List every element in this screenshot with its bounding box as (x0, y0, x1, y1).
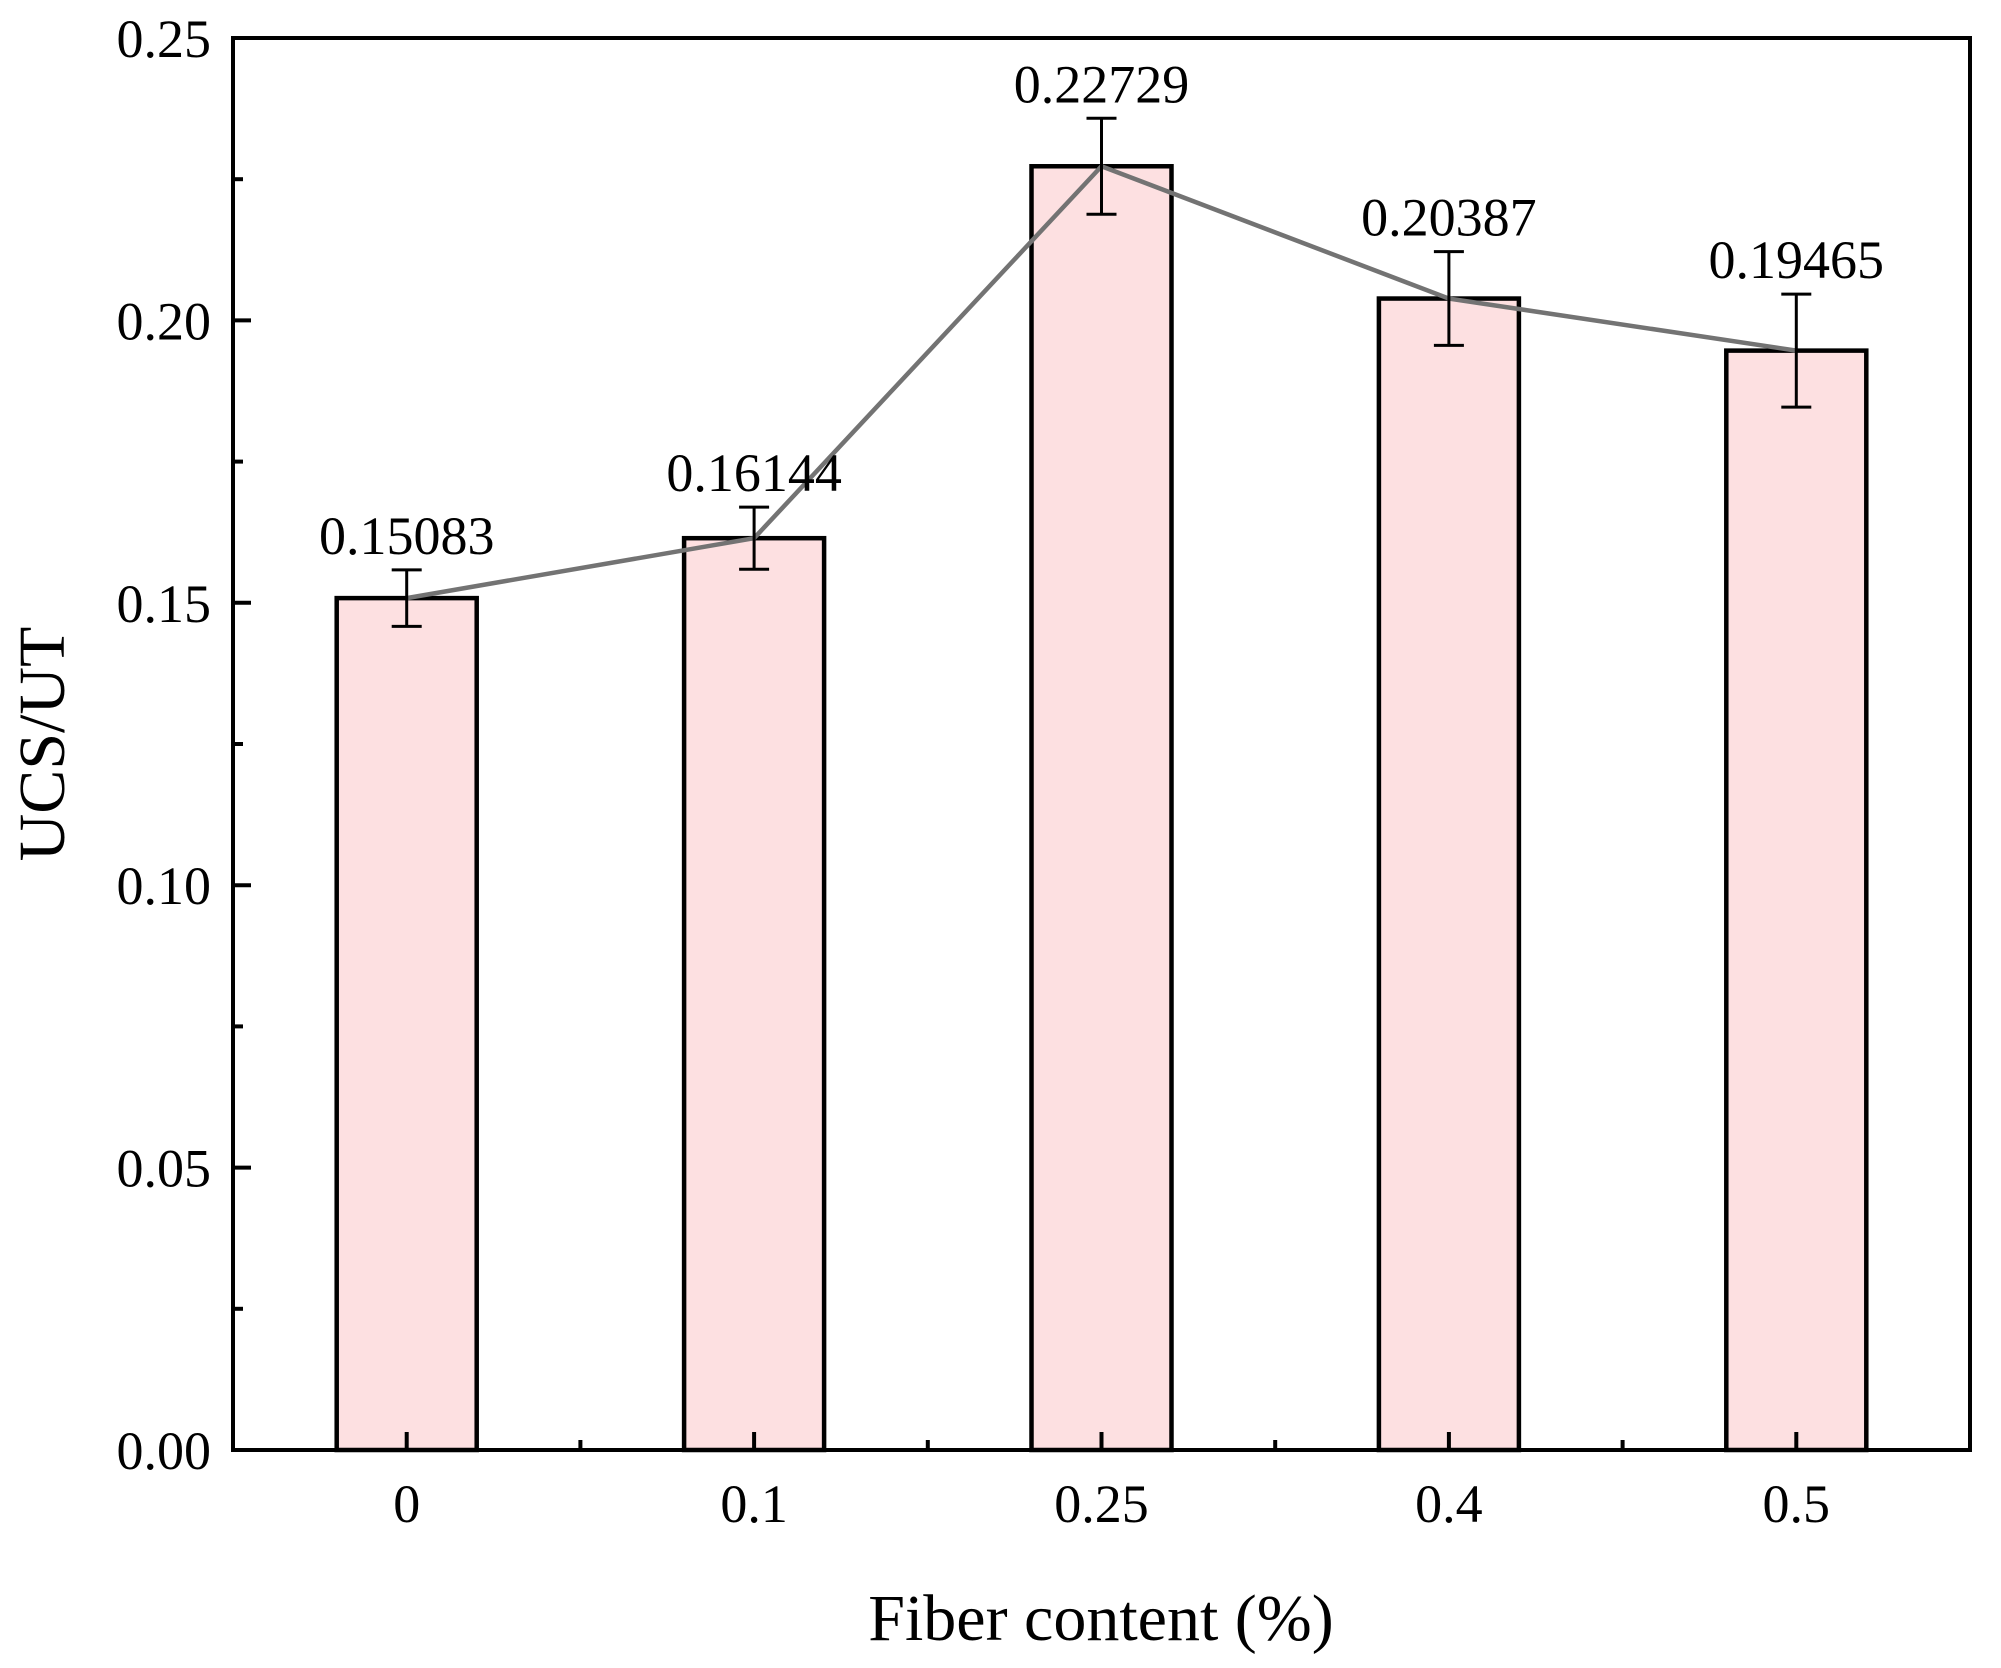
y-tick-label: 0.05 (117, 1139, 212, 1199)
x-tick-label: 0.25 (1054, 1474, 1149, 1534)
y-tick-label: 0.10 (117, 856, 212, 916)
y-tick-label: 0.15 (117, 574, 212, 634)
data-label-0.5: 0.19465 (1709, 230, 1885, 290)
x-tick-label: 0.5 (1763, 1474, 1831, 1534)
error-bar-0.5 (1781, 292, 1812, 409)
x-axis-title: Fiber content (%) (868, 1582, 1334, 1655)
x-tick-label: 0 (393, 1474, 420, 1534)
x-tick-label: 0.4 (1415, 1474, 1483, 1534)
bar-0.25 (1029, 164, 1174, 1453)
bar-0 (334, 595, 479, 1453)
data-labels-layer: 0.15083 0.16144 0.22729 0.20387 0.19465 (319, 54, 1884, 566)
error-bar-0.1 (739, 505, 770, 571)
error-bar-0.25 (1086, 116, 1117, 216)
data-label-0: 0.15083 (319, 506, 495, 566)
data-label-0.25: 0.22729 (1014, 54, 1190, 114)
bar-0.5 (1724, 348, 1869, 1453)
bars-layer (334, 164, 1869, 1453)
axes-layer: 0.00 0.05 0.10 0.15 0.20 0.25 0 0.1 0.25 0.4 0.5 (117, 9, 1831, 1534)
y-tick-label: 0.25 (117, 9, 212, 69)
data-label-0.4: 0.20387 (1361, 188, 1537, 248)
y-tick-label: 0.00 (117, 1421, 212, 1481)
x-tick-label: 0.1 (720, 1474, 788, 1534)
data-label-0.1: 0.16144 (666, 443, 842, 503)
error-bar-0.4 (1433, 250, 1464, 347)
error-bar-0 (391, 568, 422, 628)
error-bars-layer (391, 116, 1812, 628)
bar-0.4 (1376, 296, 1522, 1453)
bar-0.1 (681, 535, 827, 1453)
y-tick-label: 0.20 (117, 291, 212, 351)
y-axis-title: UCS/UT (6, 627, 79, 862)
